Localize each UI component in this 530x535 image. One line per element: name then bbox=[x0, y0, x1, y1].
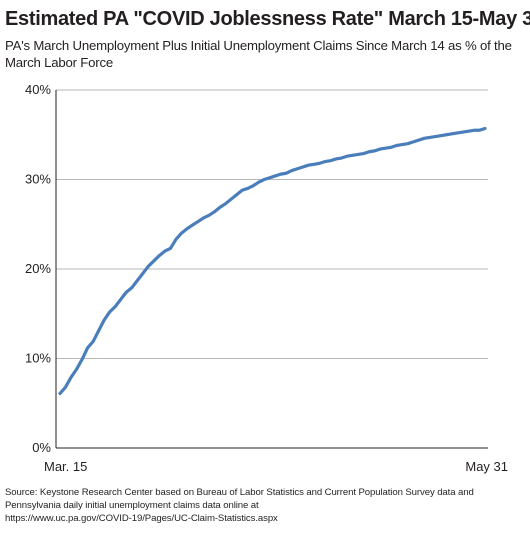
axes bbox=[55, 90, 488, 449]
chart-title: Estimated PA "COVID Joblessness Rate" Ma… bbox=[5, 8, 530, 30]
source-line-3: https://www.uc.pa.gov/COVID-19/Pages/UC-… bbox=[5, 513, 278, 524]
gridlines bbox=[56, 89, 488, 359]
source-line-1: Source: Keystone Research Center based o… bbox=[5, 487, 474, 498]
y-tick-label-0: 0% bbox=[32, 440, 51, 455]
series-layer bbox=[58, 126, 487, 395]
chart-subtitle: PA's March Unemployment Plus Initial Une… bbox=[5, 38, 512, 70]
source-note: Source: Keystone Research Center based o… bbox=[5, 486, 520, 525]
x-tick-label-0: Mar. 15 bbox=[44, 459, 87, 474]
y-tick-label-4: 40% bbox=[25, 82, 51, 97]
x-tick-label-1: May 31 bbox=[465, 459, 508, 474]
series-line-0 bbox=[58, 126, 487, 395]
source-line-2: Pennsylvania daily initial unemployment … bbox=[5, 500, 259, 511]
y-tick-label-2: 20% bbox=[25, 261, 51, 276]
y-tick-label-3: 30% bbox=[25, 172, 51, 187]
tick-labels: 0% 10% 20% 30% 40% Mar. 15 May 31 bbox=[25, 82, 508, 474]
y-tick-label-1: 10% bbox=[25, 351, 51, 366]
